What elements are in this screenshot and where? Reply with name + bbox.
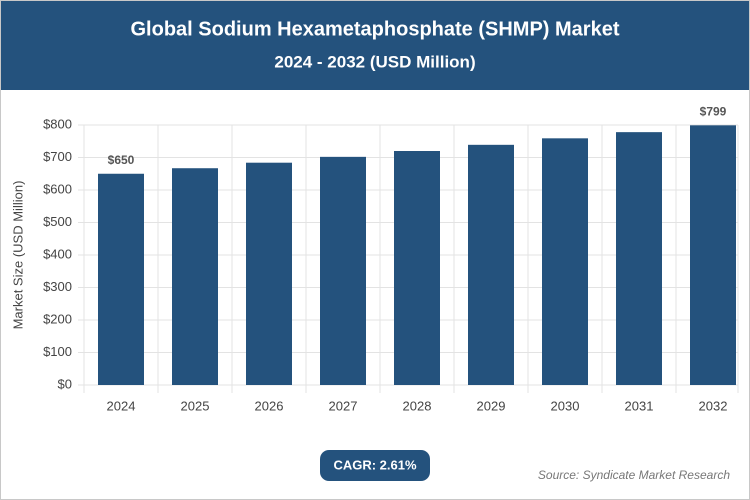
header-band [0, 0, 750, 90]
x-tick-label: 2024 [107, 398, 136, 413]
y-tick-label: $600 [43, 181, 72, 196]
bar [468, 144, 514, 385]
bar [616, 132, 662, 385]
cagr-badge [320, 450, 430, 481]
y-tick-label: $100 [43, 344, 72, 359]
y-tick-label: $300 [43, 279, 72, 294]
data-label: $650 [108, 153, 135, 167]
y-tick-label: $800 [43, 116, 72, 131]
x-tick-label: 2025 [181, 398, 210, 413]
y-tick-label: $0 [58, 376, 72, 391]
source-note: Source: Syndicate Market Research [538, 468, 730, 482]
x-tick-label: 2032 [699, 398, 728, 413]
bar [690, 125, 736, 385]
x-tick-label: 2031 [625, 398, 654, 413]
x-tick-label: 2028 [403, 398, 432, 413]
y-tick-label: $200 [43, 311, 72, 326]
bar [542, 138, 588, 385]
x-tick-label: 2029 [477, 398, 506, 413]
bar [246, 162, 292, 385]
chart-title: Global Sodium Hexametaphosphate (SHMP) M… [131, 18, 620, 40]
y-tick-label: $500 [43, 214, 72, 229]
data-label: $799 [700, 104, 727, 118]
x-tick-label: 2027 [329, 398, 358, 413]
y-axis-label: Market Size (USD Million) [10, 181, 25, 330]
bar [98, 173, 144, 385]
x-tick-label: 2030 [551, 398, 580, 413]
cagr-label: CAGR: 2.61% [333, 457, 417, 472]
y-tick-label: $700 [43, 149, 72, 164]
bar [394, 151, 440, 385]
bar [320, 156, 366, 385]
x-tick-label: 2026 [255, 398, 284, 413]
bar [172, 168, 218, 385]
chart-subtitle: 2024 - 2032 (USD Million) [274, 52, 475, 71]
y-tick-label: $400 [43, 246, 72, 261]
